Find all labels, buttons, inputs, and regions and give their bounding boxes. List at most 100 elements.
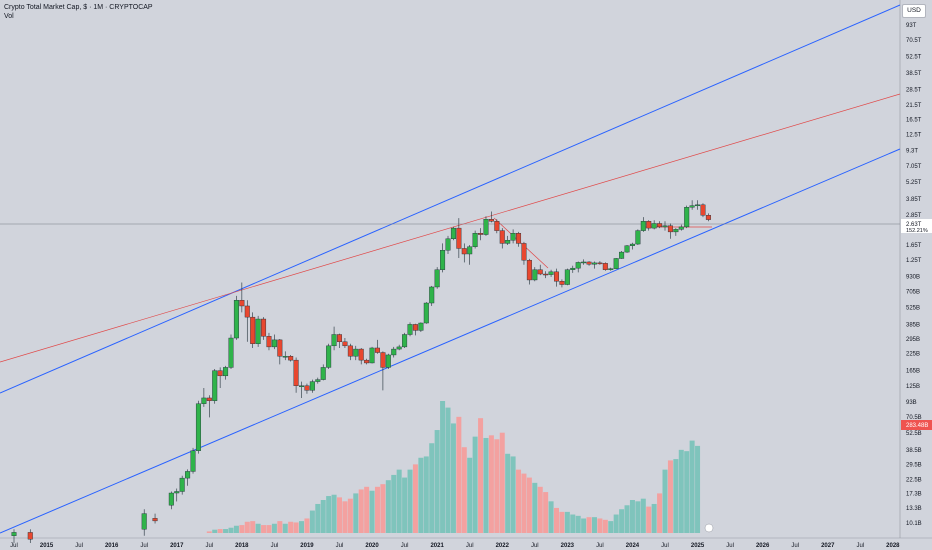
- volume-bar: [478, 418, 484, 533]
- candle-body: [537, 269, 543, 275]
- y-tick-label: 225B: [906, 352, 920, 358]
- volume-bar: [629, 500, 635, 533]
- y-tick-label: 13.3B: [906, 506, 922, 512]
- volume-bar: [570, 514, 576, 533]
- candle-body: [239, 300, 245, 307]
- candle-body: [689, 205, 695, 208]
- volume-bar: [206, 531, 212, 533]
- x-tick-label: 2026: [756, 543, 770, 549]
- y-tick-label: 22.5B: [906, 477, 922, 483]
- x-tick-label: 2024: [626, 543, 640, 549]
- x-tick-label: 2018: [235, 543, 249, 549]
- volume-bar: [266, 525, 272, 533]
- candle-body: [309, 381, 315, 391]
- candle-body: [402, 334, 408, 348]
- y-tick-label: 12.5T: [906, 133, 922, 139]
- candle-body: [488, 219, 494, 222]
- candle-body: [380, 352, 386, 368]
- volume-bar: [467, 457, 473, 533]
- volume-bar: [288, 521, 294, 533]
- volume-bar: [608, 521, 614, 533]
- candle-body: [277, 339, 283, 357]
- candle-body: [467, 246, 473, 255]
- volume-indicator-label[interactable]: Vol: [4, 13, 14, 20]
- volume-bar: [271, 523, 277, 533]
- candle-body: [374, 347, 380, 353]
- volume-bar: [304, 518, 310, 533]
- volume-bar: [689, 440, 695, 533]
- x-tick-label: Jul: [531, 543, 539, 549]
- candle-body: [613, 258, 619, 269]
- currency-button[interactable]: USD: [902, 4, 926, 18]
- volume-bar: [510, 456, 516, 533]
- volume-bar: [657, 493, 663, 533]
- candle-body: [483, 219, 489, 235]
- candle-body: [326, 345, 332, 368]
- y-tick-label: 29.5B: [906, 463, 922, 469]
- candle-body: [646, 221, 652, 229]
- volume-bar: [353, 493, 359, 533]
- volume-bar: [228, 527, 234, 533]
- y-tick-label: 17.3B: [906, 492, 922, 498]
- candle-body: [526, 259, 532, 281]
- candle-body: [206, 397, 212, 401]
- x-tick-label: 2016: [105, 543, 119, 549]
- x-tick-label: 2021: [430, 543, 444, 549]
- y-tick-label: 385B: [906, 322, 920, 328]
- y-tick-label: 1.25T: [906, 258, 922, 264]
- volume-bar: [337, 497, 342, 533]
- volume-bar: [684, 451, 690, 533]
- x-tick-label: 2022: [496, 543, 510, 549]
- candle-body: [434, 269, 440, 288]
- volume-bar: [331, 494, 337, 533]
- candle-body: [217, 370, 223, 377]
- x-tick-label: Jul: [401, 543, 409, 549]
- candle-body: [185, 471, 191, 479]
- volume-bar: [532, 482, 538, 533]
- candle-body: [385, 354, 391, 368]
- candle-body: [168, 492, 174, 506]
- candle-body: [223, 367, 229, 377]
- volume-bar: [543, 492, 549, 533]
- candle-body: [597, 262, 603, 265]
- x-tick-label: 2015: [40, 543, 54, 549]
- y-tick-label: 28.5T: [906, 88, 922, 94]
- y-tick-label: 70.5B: [906, 415, 922, 421]
- volume-bar: [293, 522, 299, 533]
- candle-body: [141, 513, 147, 530]
- candle-body: [304, 385, 310, 391]
- volume-bar: [380, 484, 386, 533]
- y-tick-label: 93T: [906, 23, 917, 29]
- candle-body: [667, 225, 673, 233]
- volume-bar: [342, 501, 348, 533]
- volume-bar: [586, 517, 592, 533]
- candle-body: [353, 348, 359, 357]
- y-tick-label: 38.5B: [906, 448, 922, 454]
- volume-bar: [678, 449, 684, 533]
- volume-bar: [261, 525, 267, 533]
- y-tick-label: 52.5B: [906, 431, 922, 437]
- chart-title: Crypto Total Market Cap, $ · 1M · CRYPTO…: [4, 4, 153, 11]
- candle-body: [364, 359, 370, 364]
- volume-bar: [559, 511, 565, 533]
- volume-bar: [597, 518, 603, 533]
- price-tag-sub: 152.21%: [906, 228, 928, 234]
- red-resistance-line: [0, 93, 901, 363]
- volume-bar: [499, 432, 505, 533]
- volume-bar: [391, 474, 397, 533]
- volume-bar: [347, 498, 353, 533]
- candle-body: [505, 240, 511, 244]
- volume-bar: [364, 486, 370, 533]
- candle-body: [570, 267, 576, 270]
- volume-bar: [223, 529, 229, 533]
- candle-body: [662, 225, 668, 228]
- x-tick-label: Jul: [466, 543, 474, 549]
- x-tick-label: Jul: [140, 543, 148, 549]
- volume-bar: [299, 521, 305, 533]
- candle-body: [423, 302, 429, 324]
- x-tick-label: 2028: [886, 543, 900, 549]
- candle-body: [299, 385, 305, 387]
- volume-bar: [526, 477, 532, 533]
- candle-body: [337, 334, 343, 342]
